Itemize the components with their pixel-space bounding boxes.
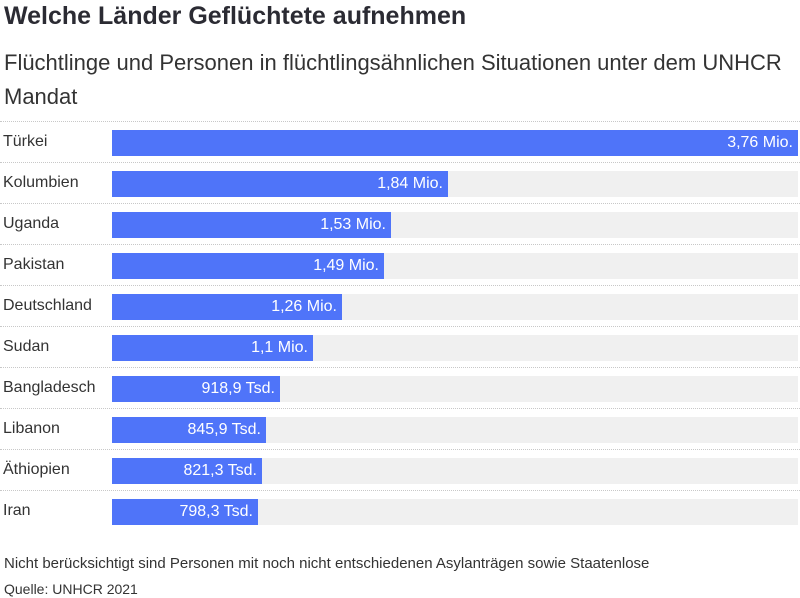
category-label: Deutschland bbox=[3, 297, 92, 314]
bar-track: 845,9 Tsd. bbox=[112, 417, 798, 443]
bar-track: 798,3 Tsd. bbox=[112, 499, 798, 525]
bar: 798,3 Tsd. bbox=[112, 499, 258, 525]
bar-track: 1,1 Mio. bbox=[112, 335, 798, 361]
bar-value-label: 1,84 Mio. bbox=[377, 175, 443, 192]
bar-track: 821,3 Tsd. bbox=[112, 458, 798, 484]
category-label: Äthiopien bbox=[3, 461, 70, 478]
bar-value-label: 798,3 Tsd. bbox=[179, 503, 253, 520]
bar-track: 1,49 Mio. bbox=[112, 253, 798, 279]
footnote: Nicht berücksichtigt sind Personen mit n… bbox=[4, 555, 650, 572]
bar: 3,76 Mio. bbox=[112, 130, 798, 156]
bar-row: Sudan 1,1 Mio. bbox=[0, 326, 800, 368]
bar-value-label: 845,9 Tsd. bbox=[187, 421, 261, 438]
category-label: Sudan bbox=[3, 338, 50, 355]
bar: 1,84 Mio. bbox=[112, 171, 448, 197]
category-label: Türkei bbox=[3, 133, 48, 150]
category-label: Kolumbien bbox=[3, 174, 79, 191]
chart-subtitle: Flüchtlinge und Personen in flüchtlingsä… bbox=[4, 50, 782, 109]
category-label: Bangladesch bbox=[3, 379, 96, 396]
source-note: Quelle: UNHCR 2021 bbox=[4, 581, 138, 597]
bar-row: Pakistan 1,49 Mio. bbox=[0, 244, 800, 286]
bar-value-label: 1,53 Mio. bbox=[320, 216, 386, 233]
bar: 1,53 Mio. bbox=[112, 212, 391, 238]
bar-row: Äthiopien 821,3 Tsd. bbox=[0, 449, 800, 491]
bar-value-label: 1,1 Mio. bbox=[251, 339, 308, 356]
bar-track: 1,53 Mio. bbox=[112, 212, 798, 238]
bar-row: Deutschland 1,26 Mio. bbox=[0, 285, 800, 327]
bar-value-label: 3,76 Mio. bbox=[727, 134, 793, 151]
bar-track: 1,84 Mio. bbox=[112, 171, 798, 197]
bar-row: Türkei 3,76 Mio. bbox=[0, 121, 800, 163]
bar-value-label: 821,3 Tsd. bbox=[183, 462, 257, 479]
bar-row: Kolumbien 1,84 Mio. bbox=[0, 162, 800, 204]
bar: 1,1 Mio. bbox=[112, 335, 313, 361]
bar-track: 1,26 Mio. bbox=[112, 294, 798, 320]
chart-title: Welche Länder Geflüchtete aufnehmen bbox=[4, 2, 467, 30]
bar-track: 3,76 Mio. bbox=[112, 130, 798, 156]
bar: 918,9 Tsd. bbox=[112, 376, 280, 402]
category-label: Libanon bbox=[3, 420, 60, 437]
category-label: Iran bbox=[3, 502, 31, 519]
bar: 821,3 Tsd. bbox=[112, 458, 262, 484]
bar-value-label: 918,9 Tsd. bbox=[201, 380, 275, 397]
category-label: Pakistan bbox=[3, 256, 65, 273]
category-label: Uganda bbox=[3, 215, 60, 232]
bar: 845,9 Tsd. bbox=[112, 417, 266, 443]
bar-row: Iran 798,3 Tsd. bbox=[0, 490, 800, 532]
bar-row: Uganda 1,53 Mio. bbox=[0, 203, 800, 245]
bar-track: 918,9 Tsd. bbox=[112, 376, 798, 402]
bar-row: Libanon 845,9 Tsd. bbox=[0, 408, 800, 450]
bar-row: Bangladesch 918,9 Tsd. bbox=[0, 367, 800, 409]
bar: 1,49 Mio. bbox=[112, 253, 384, 279]
bar-value-label: 1,49 Mio. bbox=[313, 257, 379, 274]
bar-value-label: 1,26 Mio. bbox=[271, 298, 337, 315]
bar: 1,26 Mio. bbox=[112, 294, 342, 320]
